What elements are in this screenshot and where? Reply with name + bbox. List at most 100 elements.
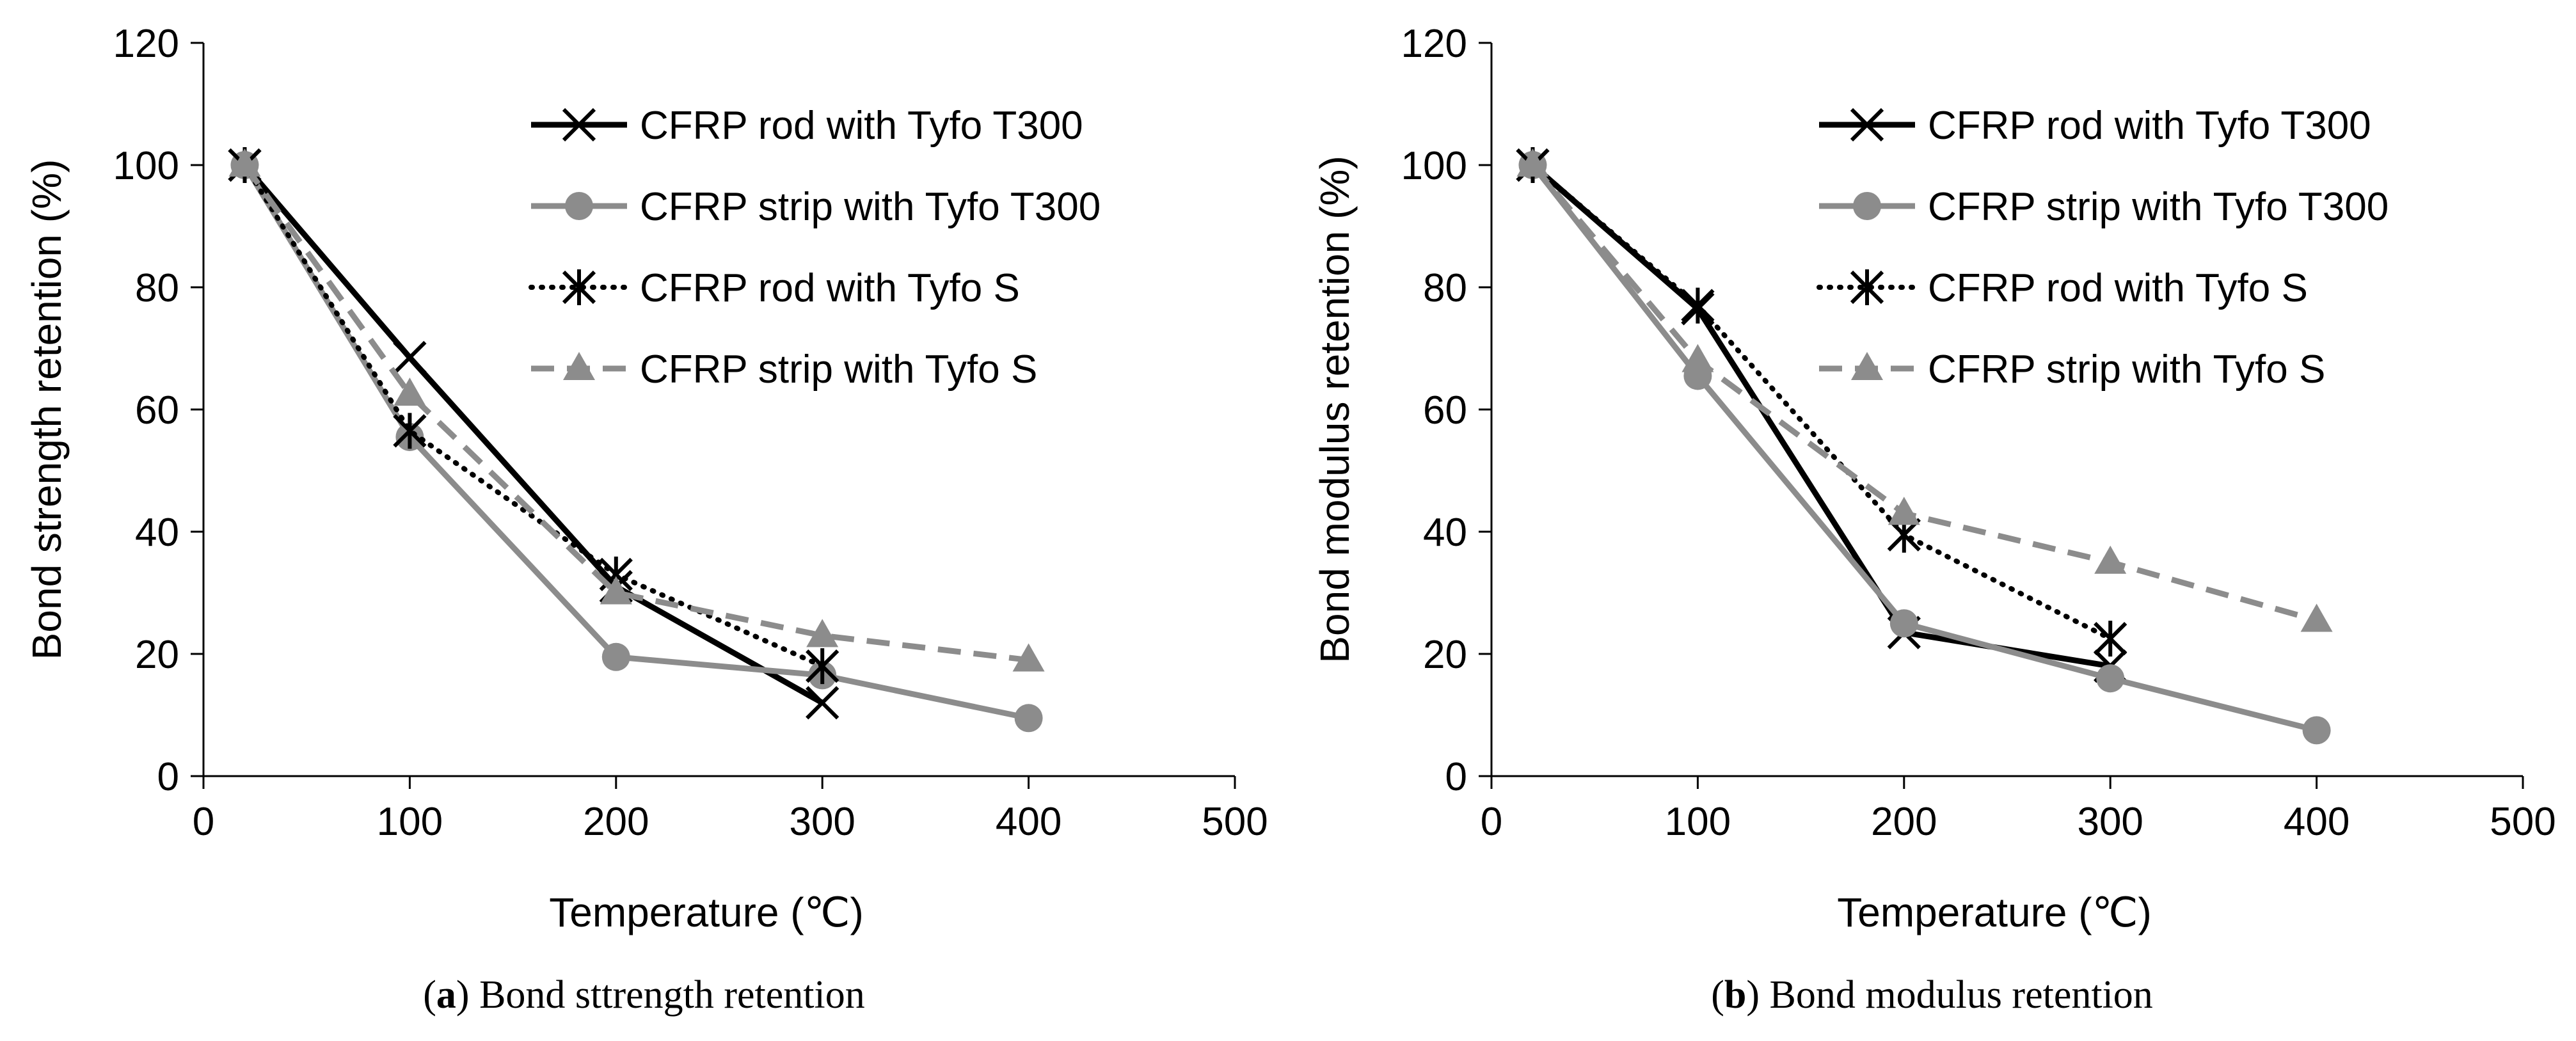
chart-a-legend-item: CFRP rod with Tyfo S — [529, 266, 1020, 310]
caption-a-text: Bond sttrength retention — [479, 973, 865, 1017]
chart-a-y-tick-label: 20 — [135, 633, 179, 677]
chart-b-legend-marker — [1853, 192, 1881, 220]
chart-b-data-point — [2300, 603, 2333, 632]
chart-a-data-point — [806, 619, 839, 648]
chart-a-y-tick-label: 100 — [113, 144, 179, 188]
chart-a-series-line — [242, 163, 825, 669]
caption-a: (a) Bond sttrength retention — [423, 973, 865, 1017]
chart-a-data-point — [601, 642, 630, 671]
chart-b-series-line — [1530, 163, 2113, 642]
chart-b-legend-item: CFRP strip with Tyfo T300 — [1819, 185, 2389, 229]
caption-b-text: Bond modulus retention — [1769, 973, 2153, 1017]
chart-a-y-tick-label: 80 — [135, 266, 179, 310]
chart-a-legend-item: CFRP rod with Tyfo T300 — [531, 104, 1083, 148]
chart-b-series-line — [1530, 163, 2318, 733]
chart-b-x-tick-label: 100 — [1665, 800, 1731, 844]
chart-b-y-tick-label: 100 — [1401, 144, 1467, 188]
chart-a-legend-marker — [562, 107, 596, 142]
chart-a-data-point — [806, 648, 839, 685]
chart-a-series-cfrp-strip-with-tyfo-s — [228, 148, 1045, 672]
chart-b-legend-marker — [1851, 352, 1883, 380]
chart-a-svg: 0 20 40 60 80 100 120 0 100 200 300 400 500 Temperatu… — [24, 22, 1268, 935]
chart-a-x-axis-title: Temperature (℃) — [549, 889, 864, 935]
chart-a-series-line — [242, 163, 1030, 721]
chart-a-series-line — [242, 163, 1030, 664]
chart-b-x-tick-label: 300 — [2077, 800, 2143, 844]
chart-b-series-cfrp-strip-with-tyfo-s — [1516, 148, 2333, 632]
chart-a-legend-marker — [565, 192, 593, 220]
chart-b-data-point — [1682, 344, 1714, 372]
chart-a-x-tick-label: 400 — [996, 800, 1061, 844]
chart-a-legend: CFRP rod with Tyfo T300 CFRP strip with T… — [529, 104, 1101, 392]
chart-a-legend-label: CFRP rod with Tyfo S — [640, 266, 1020, 310]
chart-a-legend-item: CFRP strip with Tyfo T300 — [531, 185, 1101, 229]
chart-b-legend-label: CFRP rod with Tyfo S — [1928, 266, 2308, 310]
caption-b-letter: b — [1724, 973, 1747, 1017]
chart-b-series-cfrp-rod-with-tyfo-t300 — [1516, 148, 2127, 683]
chart-b-data-point — [1889, 609, 1918, 638]
chart-b-legend-marker — [1850, 107, 1884, 142]
chart-a-legend-label: CFRP strip with Tyfo T300 — [640, 185, 1101, 229]
chart-b-series-line — [1530, 163, 2318, 623]
chart-a-y-axis-title: Bond strength retention (%) — [24, 159, 70, 660]
caption-b: (b) Bond modulus retention — [1711, 973, 2153, 1017]
chart-a-data-point — [393, 340, 427, 374]
chart-b-legend-item: CFRP rod with Tyfo T300 — [1819, 104, 2371, 148]
chart-a-y-tick-label: 60 — [135, 388, 179, 433]
chart-a-data-point — [1012, 643, 1045, 672]
chart-a-x-tick-label: 200 — [583, 800, 649, 844]
chart-b-x-tick-label: 200 — [1871, 800, 1937, 844]
chart-b-data-point — [2094, 621, 2127, 657]
chart-a-data-point — [1014, 704, 1043, 733]
chart-b-data-point — [2302, 716, 2331, 745]
chart-a-data-point — [806, 686, 839, 720]
chart-a-x-tick-label: 500 — [1202, 800, 1268, 844]
chart-b-y-tick-label: 60 — [1423, 388, 1467, 433]
chart-a-legend-marker — [562, 269, 596, 305]
chart-a-data-point — [393, 413, 427, 449]
chart-b-legend-item: CFRP rod with Tyfo S — [1817, 266, 2308, 310]
chart-b-y-tick-label: 80 — [1423, 266, 1467, 310]
chart-b-x-tick-label: 500 — [2490, 800, 2556, 844]
chart-b-y-tick-label: 20 — [1423, 633, 1467, 677]
chart-b-axes: 0 20 40 60 80 100 120 0 100 200 300 400 500 — [1401, 22, 2556, 844]
chart-panel-a: 0 20 40 60 80 100 120 0 100 200 300 400 500 Temperatu… — [24, 22, 1268, 1017]
chart-a-data-point — [228, 148, 261, 177]
chart-b-legend-label: CFRP strip with Tyfo T300 — [1928, 185, 2389, 229]
chart-panel-b: 0 20 40 60 80 100 120 0 100 200 300 400 500 Temperatu… — [1288, 0, 2576, 1041]
chart-a-y-tick-label: 0 — [157, 755, 179, 799]
chart-b-data-point — [2094, 545, 2127, 574]
chart-b-x-tick-label: 0 — [1481, 800, 1502, 844]
chart-b-data-point — [1681, 287, 1715, 324]
chart-b-legend-label: CFRP rod with Tyfo T300 — [1928, 104, 2371, 148]
chart-b-data-point — [1888, 497, 1920, 525]
chart-b-y-tick-label: 120 — [1401, 22, 1467, 66]
chart-a-series-line — [242, 163, 824, 706]
chart-b-y-tick-label: 40 — [1423, 511, 1467, 555]
chart-b-series-cfrp-strip-with-tyfo-t300 — [1518, 151, 2331, 745]
chart-a-axes: 0 20 40 60 80 100 120 0 100 200 300 400 500 — [113, 22, 1268, 844]
chart-a-x-tick-label: 300 — [789, 800, 855, 844]
chart-a-y-tick-label: 120 — [113, 22, 179, 66]
chart-a-legend-item: CFRP strip with Tyfo S — [531, 347, 1037, 392]
chart-b-x-axis-title: Temperature (℃) — [1837, 889, 2152, 935]
chart-b-y-tick-label: 0 — [1445, 755, 1467, 799]
chart-a-legend-marker — [563, 352, 595, 380]
chart-b-legend-item: CFRP strip with Tyfo S — [1819, 347, 2325, 392]
chart-b-y-axis-title: Bond modulus retention (%) — [1312, 155, 1358, 663]
chart-b-legend: CFRP rod with Tyfo T300 CFRP strip with T… — [1817, 104, 2389, 392]
chart-a-x-tick-label: 100 — [377, 800, 443, 844]
chart-a-legend-label: CFRP strip with Tyfo S — [640, 347, 1037, 392]
chart-b-legend-label: CFRP strip with Tyfo S — [1928, 347, 2325, 392]
chart-a-x-tick-label: 0 — [193, 800, 214, 844]
chart-a-legend-label: CFRP rod with Tyfo T300 — [640, 104, 1083, 148]
chart-b-data-point — [1516, 148, 1549, 177]
chart-a-y-tick-label: 40 — [135, 511, 179, 555]
chart-b-svg: 0 20 40 60 80 100 120 0 100 200 300 400 500 Temperatu… — [1312, 22, 2556, 935]
chart-b-x-tick-label: 400 — [2284, 800, 2349, 844]
chart-b-data-point — [2096, 664, 2125, 693]
caption-a-letter: a — [436, 973, 456, 1017]
chart-b-legend-marker — [1850, 269, 1884, 305]
chart-a-data-point — [394, 377, 426, 406]
chart-a-data-point — [600, 576, 632, 605]
